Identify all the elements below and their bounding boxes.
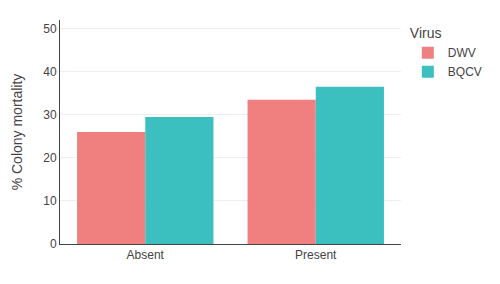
- svg-text:BQCV: BQCV: [448, 65, 482, 79]
- svg-text:Present: Present: [295, 248, 337, 262]
- svg-text:10: 10: [43, 194, 57, 208]
- svg-text:30: 30: [43, 108, 57, 122]
- svg-text:20: 20: [43, 151, 57, 165]
- svg-text:DWV: DWV: [448, 46, 476, 60]
- svg-text:0: 0: [50, 237, 57, 251]
- svg-text:Absent: Absent: [127, 248, 165, 262]
- svg-text:Virus: Virus: [410, 25, 442, 41]
- svg-text:% Colony mortality: % Colony mortality: [9, 74, 25, 191]
- svg-text:40: 40: [43, 65, 57, 79]
- svg-text:50: 50: [43, 22, 57, 36]
